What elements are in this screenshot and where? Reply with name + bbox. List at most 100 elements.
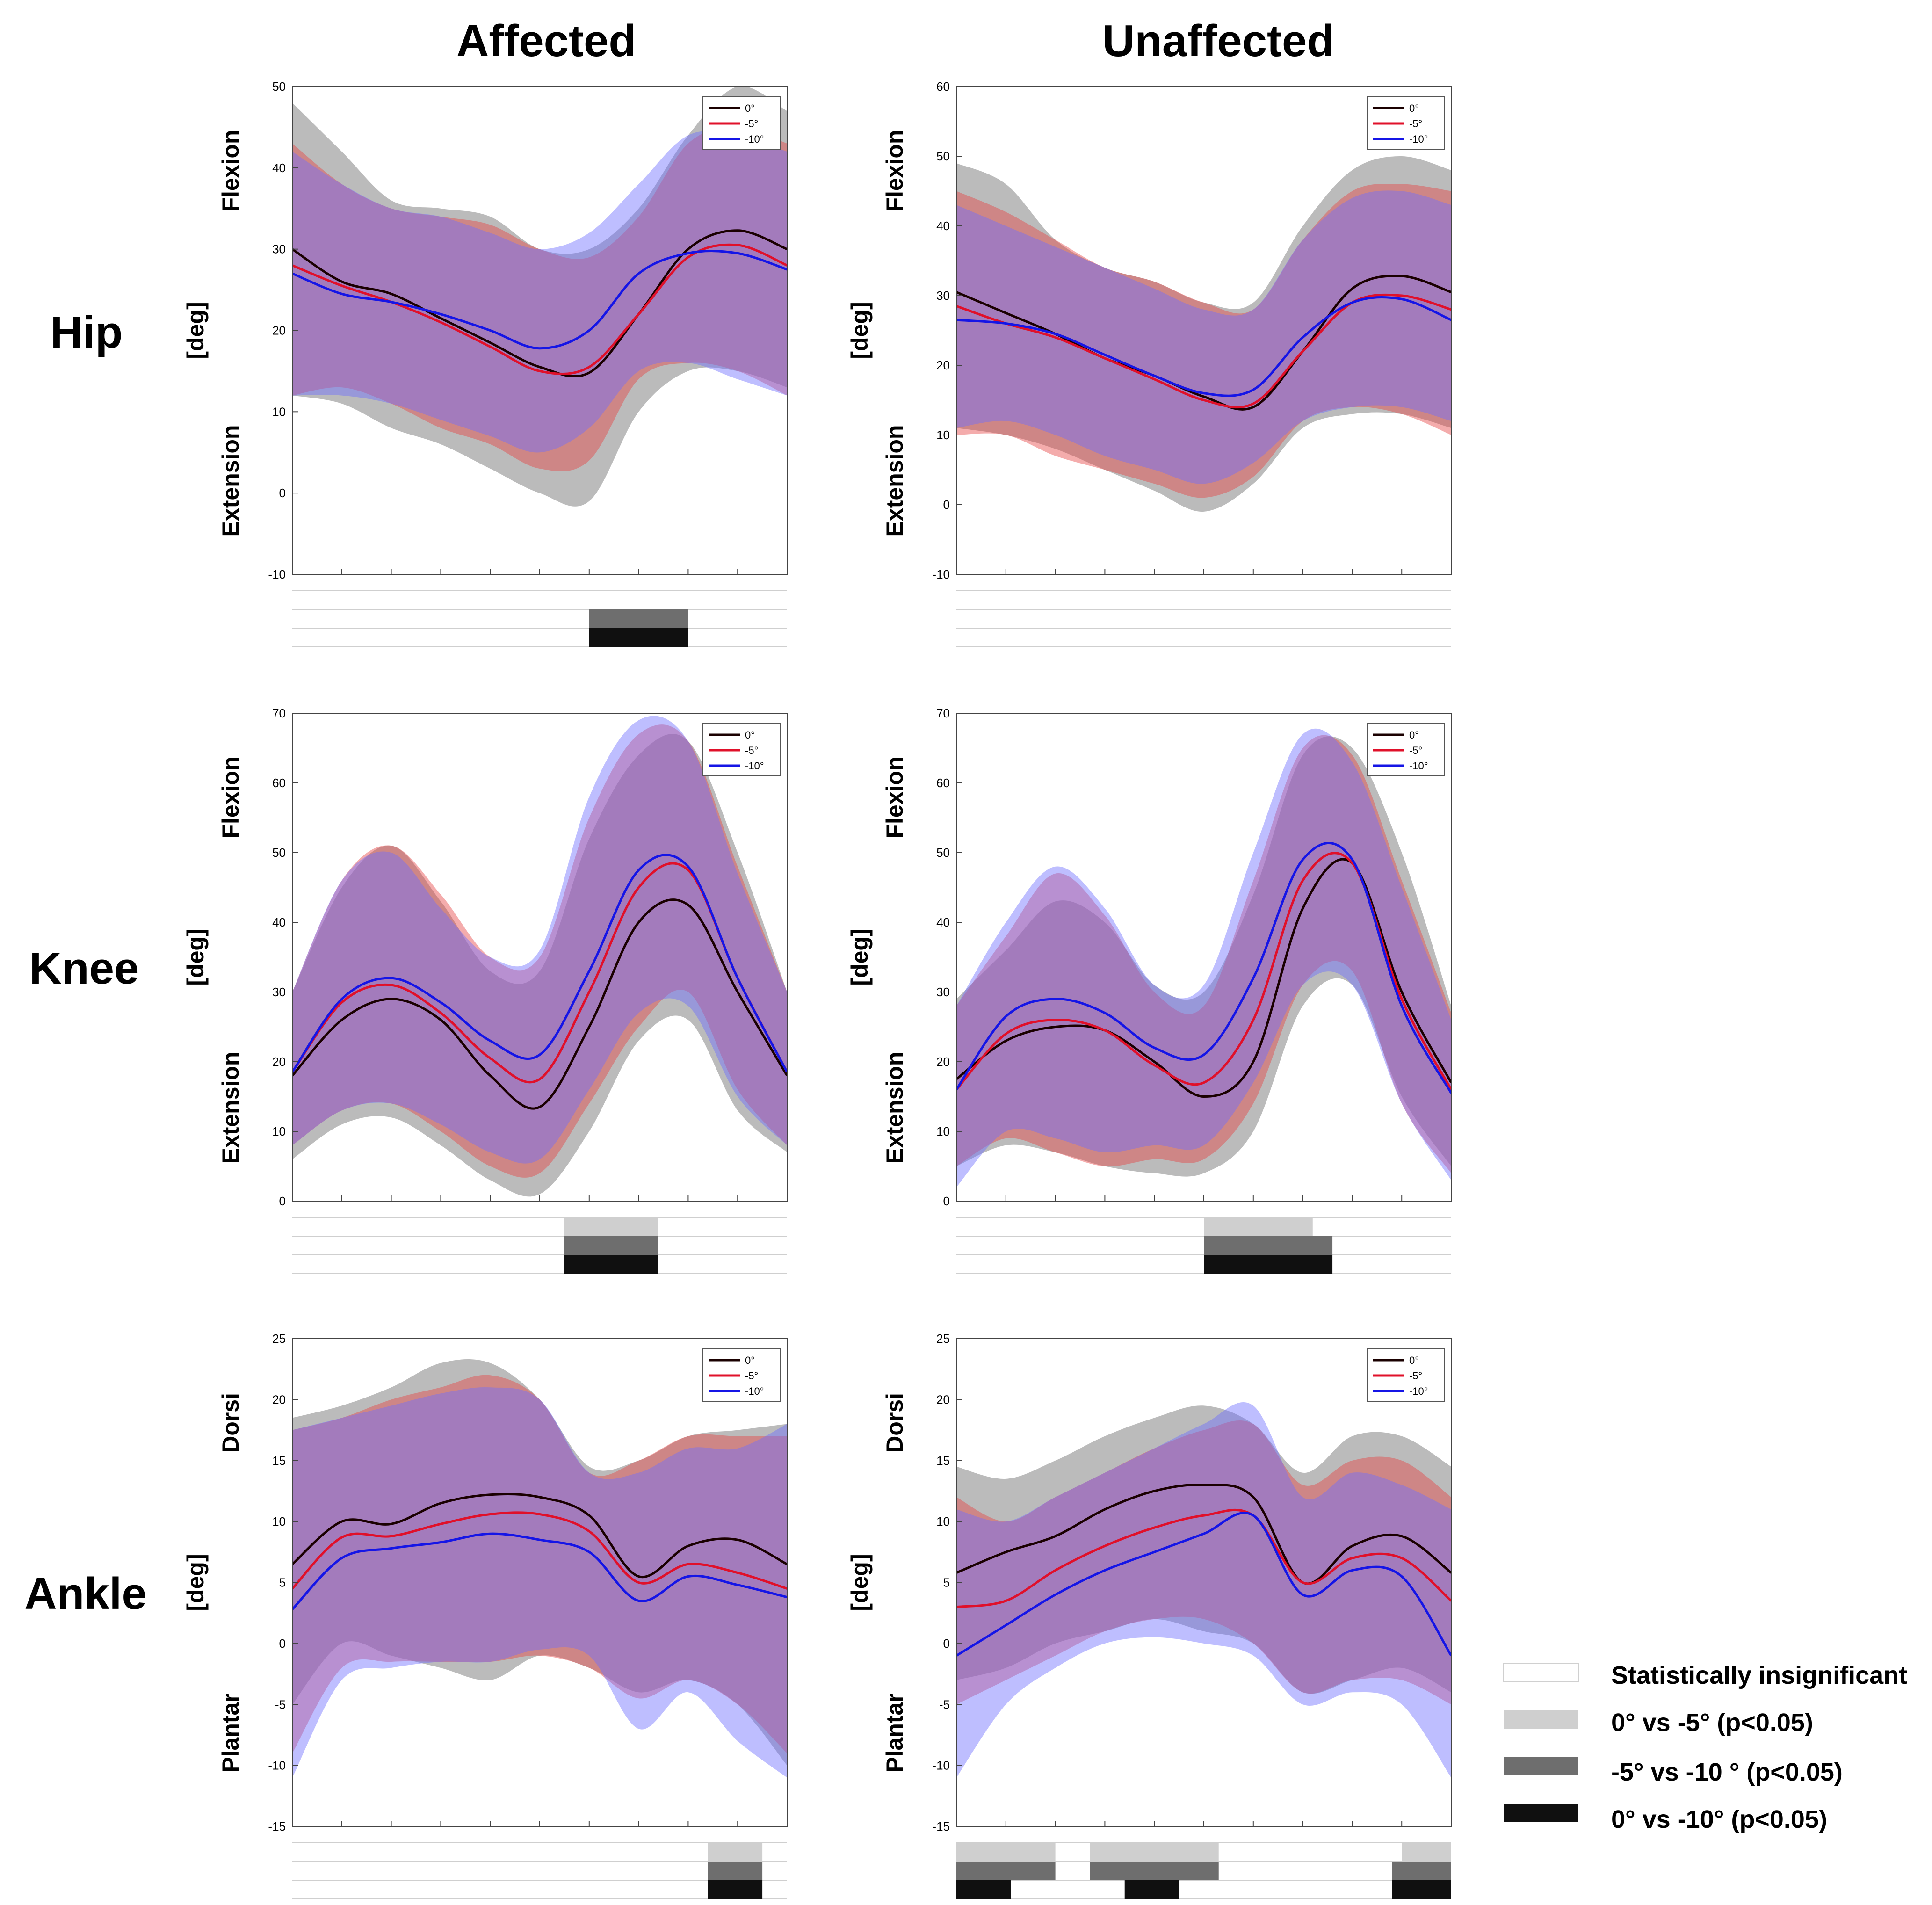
band-ankle-affected-5 (292, 1375, 787, 1753)
sig-bar-zero-vs-minus10 (564, 1255, 658, 1274)
panel-ankle-unaffected-bottom-label: Plantar (882, 1693, 908, 1773)
panel-ankle-affected-legend-label-zero: 0° (745, 1355, 755, 1366)
panel-hip-unaffected-ytick-label: 0 (943, 498, 950, 512)
sig-bar-minus5-vs-minus10 (564, 1236, 658, 1255)
panel-ankle-unaffected-ytick-label: -15 (932, 1819, 950, 1833)
panel-hip-unaffected-ytick-label: -10 (932, 567, 950, 581)
line-ankle-affected-minus5 (292, 1511, 787, 1590)
panel-hip-unaffected-ytick-label: 20 (936, 358, 950, 372)
panel-ankle-affected-legend-label-minus5: -5° (745, 1370, 758, 1382)
panel-knee-affected-legend-label-minus10: -10° (745, 760, 764, 772)
line-ankle-unaffected-minus10 (956, 1512, 1451, 1657)
sig-bar-minus5-vs-minus10 (956, 1862, 1056, 1880)
panel-ankle-unaffected-legend-label-minus10: -10° (1409, 1385, 1428, 1397)
panel-ankle-affected-ytick-label: 0 (279, 1637, 286, 1651)
column-title-unaffected: Unaffected (1102, 16, 1334, 66)
panel-knee-affected: Flexion [deg] Extension 0 10 20 30 40 50 60 70 0° -5… (182, 706, 788, 1274)
panel-ankle-unaffected-ytick-label: 25 (936, 1332, 950, 1346)
band-knee-unaffected-5 (956, 735, 1451, 1173)
panel-hip-affected-plot (292, 87, 787, 507)
panel-ankle-unaffected-ytick-label: 10 (936, 1514, 950, 1528)
panel-ankle-affected-ytick-label: -15 (268, 1819, 286, 1833)
band-knee-affected-5 (292, 724, 787, 1178)
panel-knee-affected-ytick-label: 30 (272, 985, 286, 999)
panel-ankle-affected-ytick-label: 25 (272, 1332, 286, 1346)
band-ankle-unaffected-5 (956, 1420, 1451, 1705)
panel-hip-affected-bottom-label: Extension (217, 425, 244, 537)
panel-hip-affected-legend-label-minus10: -10° (745, 133, 764, 145)
panel-knee-affected-ytick-label: 50 (272, 846, 286, 860)
panel-knee-unaffected-ytick-label: 70 (936, 706, 950, 720)
line-hip-unaffected-minus5 (956, 293, 1451, 409)
sig-legend-swatch-0-vs-5 (1504, 1710, 1578, 1729)
panel-hip-unaffected-plot (956, 156, 1451, 512)
band-hip-unaffected-0 (956, 156, 1451, 512)
panel-hip-affected-ytick-label: -10 (268, 567, 286, 581)
panel-ankle-affected-ylabel: [deg] (182, 1554, 209, 1611)
panel-ankle-unaffected-top-label: Dorsi (882, 1393, 908, 1453)
line-knee-affected-zero (292, 898, 787, 1110)
panel-ankle-affected-ytick-label: 5 (279, 1576, 286, 1590)
panel-knee-affected-top-label: Flexion (217, 756, 244, 838)
panel-knee-affected-ytick-label: 60 (272, 776, 286, 790)
column-title-affected: Affected (456, 16, 636, 66)
sig-legend-swatch-5-vs-10 (1504, 1757, 1578, 1775)
panel-ankle-unaffected-ylabel: [deg] (847, 1554, 873, 1611)
panel-knee-affected-legend-label-minus5: -5° (745, 745, 758, 756)
sig-bar-zero-vs-minus10 (1124, 1880, 1179, 1899)
panel-hip-unaffected-ytick-label: 50 (936, 149, 950, 163)
band-hip-affected-0 (292, 87, 787, 507)
panel-knee-affected-significance (292, 1217, 787, 1274)
line-knee-unaffected-minus10 (956, 841, 1451, 1094)
panel-ankle-unaffected: Dorsi [deg] Plantar -15 -10 -5 0 5 10 15 20 25 0° -5°… (847, 1332, 1452, 1899)
sig-bar-minus5-vs-minus10 (708, 1862, 763, 1880)
sig-legend-swatch-insignificant (1503, 1663, 1579, 1682)
line-knee-unaffected-zero (956, 858, 1451, 1098)
panel-ankle-affected-ytick-label: -10 (268, 1759, 286, 1773)
panel-knee-unaffected-legend-label-minus5: -5° (1409, 745, 1422, 756)
panel-hip-affected-ytick-label: 40 (272, 161, 286, 175)
sig-bar-minus5-vs-minus10 (1090, 1862, 1219, 1880)
sig-legend-label-0-vs-5: 0° vs -5° (p<0.05) (1611, 1709, 1813, 1737)
panel-ankle-affected-top-label: Dorsi (217, 1393, 244, 1453)
band-knee-affected-0 (292, 734, 787, 1197)
sig-bar-minus5-vs-minus10 (1204, 1236, 1333, 1255)
panel-ankle-affected-ytick-label: 20 (272, 1392, 286, 1406)
panel-knee-affected-ytick-label: 70 (272, 706, 286, 720)
panel-knee-unaffected-significance (956, 1217, 1451, 1274)
line-ankle-affected-zero (292, 1493, 787, 1579)
panel-knee-unaffected-ytick-label: 0 (943, 1194, 950, 1208)
panel-hip-unaffected-ytick-label: 30 (936, 289, 950, 303)
panel-ankle-unaffected-ytick-label: -5 (939, 1697, 950, 1711)
band-ankle-unaffected-0 (956, 1405, 1451, 1694)
panel-hip-affected-ytick-label: 50 (272, 80, 286, 94)
sig-bar-zero-vs-minus5 (1090, 1843, 1219, 1862)
band-ankle-unaffected-10 (956, 1402, 1451, 1778)
panel-hip-unaffected-ytick-label: 40 (936, 219, 950, 233)
row-title-hip: Hip (51, 307, 123, 357)
band-knee-unaffected-0 (956, 736, 1451, 1177)
panel-ankle-unaffected-significance (956, 1842, 1451, 1899)
panel-knee-unaffected-ytick-label: 60 (936, 776, 950, 790)
line-hip-affected-minus10 (292, 249, 787, 350)
panel-hip-affected-ytick-label: 0 (279, 486, 286, 500)
panel-hip-affected: Flexion [deg] Extension -10 0 10 20 30 40 50 0° -5°… (182, 80, 788, 647)
panel-hip-unaffected-ytick-label: 10 (936, 428, 950, 442)
row-title-ankle: Ankle (24, 1569, 146, 1619)
panel-hip-affected-top-label: Flexion (217, 130, 244, 211)
panel-ankle-unaffected-ytick-label: 5 (943, 1576, 950, 1590)
sig-legend-label-0-vs-10: 0° vs -10° (p<0.05) (1611, 1805, 1827, 1833)
panel-knee-affected-bottom-label: Extension (217, 1052, 244, 1164)
panel-knee-unaffected-bottom-label: Extension (882, 1052, 908, 1164)
sig-bar-zero-vs-minus5 (1204, 1217, 1313, 1236)
panel-ankle-unaffected-plot (956, 1402, 1451, 1778)
panel-knee-affected-ytick-label: 0 (279, 1194, 286, 1208)
sig-bar-zero-vs-minus5 (1402, 1843, 1451, 1862)
panel-knee-affected-ytick-label: 40 (272, 915, 286, 929)
panel-knee-unaffected-legend-label-zero: 0° (1409, 729, 1419, 741)
panel-knee-affected-ytick-label: 10 (272, 1124, 286, 1138)
panel-ankle-unaffected-ytick-label: 15 (936, 1454, 950, 1468)
band-hip-unaffected-5 (956, 184, 1451, 498)
band-ankle-affected-10 (292, 1387, 787, 1778)
